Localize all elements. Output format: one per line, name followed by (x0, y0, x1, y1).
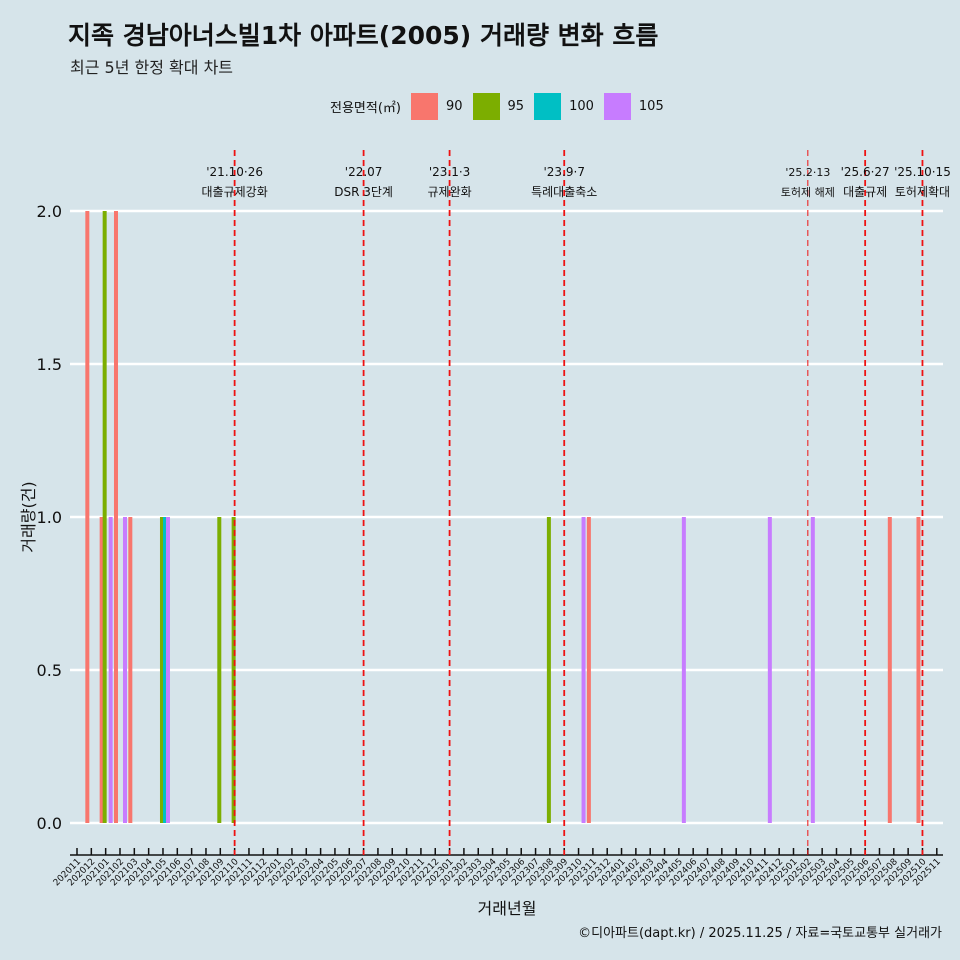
legend-label-95: 95 (507, 99, 525, 114)
bar-105-202502 (810, 517, 815, 823)
event-date: '23.9·7 (543, 165, 584, 179)
event-label: 토허제확대 (895, 185, 950, 199)
bar-105-202105 (165, 517, 170, 823)
legend: 전용면적(㎡) 90 95 100 105 (330, 93, 664, 120)
event-date: '23.1·3 (429, 165, 470, 179)
caption: ©디아파트(dapt.kr) / 2025.11.25 / 자료=국토교통부 실… (578, 926, 942, 941)
bar-90-202508 (887, 517, 892, 823)
bar-95-202101 (102, 211, 107, 823)
event-label: 대출규제강화 (202, 185, 268, 199)
event-label: 특례대출축소 (531, 185, 597, 199)
event-label: 규제완화 (427, 185, 471, 199)
event-label: 대출규제 (843, 185, 887, 199)
event-date: '25.2·13 (785, 166, 830, 179)
bar-105-202405 (681, 517, 686, 823)
bar-105-202411 (767, 517, 772, 823)
bar-90-202102 (113, 211, 118, 823)
bar-90-202510 (916, 517, 921, 823)
y-axis-label: 거래량(건) (19, 481, 38, 552)
legend-swatch-105 (603, 93, 631, 120)
event-date: '25.6·27 (841, 165, 890, 179)
bar-95-202105 (159, 517, 164, 823)
bar-90-202012 (85, 211, 90, 823)
y-tick-label: 0.5 (37, 661, 62, 680)
x-axis-label: 거래년월 (478, 899, 537, 918)
event-date: '21.10·26 (206, 165, 263, 179)
bar-90-202311 (586, 517, 591, 823)
legend-swatch-95 (472, 93, 500, 120)
legend-title: 전용면적(㎡) (330, 101, 401, 116)
y-tick-label: 1.5 (37, 355, 62, 374)
bar-105-202101 (108, 517, 113, 823)
bar-105-202102 (122, 517, 127, 823)
event-date: '25.10·15 (894, 165, 951, 179)
event-label: 토허제 해제 (781, 185, 835, 199)
y-tick-label: 2.0 (37, 202, 62, 221)
y-tick-label: 1.0 (37, 508, 62, 527)
legend-label-90: 90 (445, 99, 463, 114)
bar-95-202109 (217, 517, 222, 823)
event-date: '22.07 (345, 165, 383, 179)
legend-label-100: 100 (569, 99, 594, 114)
chart-title: 지족 경남아너스빌1차 아파트(2005) 거래량 변화 흐름 (68, 21, 659, 50)
bar-95-202110 (231, 517, 236, 823)
bar-105-202310 (581, 517, 586, 823)
legend-swatch-100 (534, 93, 562, 120)
y-tick-label: 0.0 (37, 814, 62, 833)
bar-90-202101 (99, 517, 104, 823)
event-label: DSR 3단계 (334, 185, 393, 199)
bar-100-202105 (162, 517, 167, 823)
chart-subtitle: 최근 5년 한정 확대 차트 (70, 58, 234, 77)
legend-swatch-90 (410, 93, 438, 120)
bar-90-202103 (128, 517, 133, 823)
bar-95-202308 (546, 517, 551, 823)
legend-label-105: 105 (638, 99, 664, 114)
